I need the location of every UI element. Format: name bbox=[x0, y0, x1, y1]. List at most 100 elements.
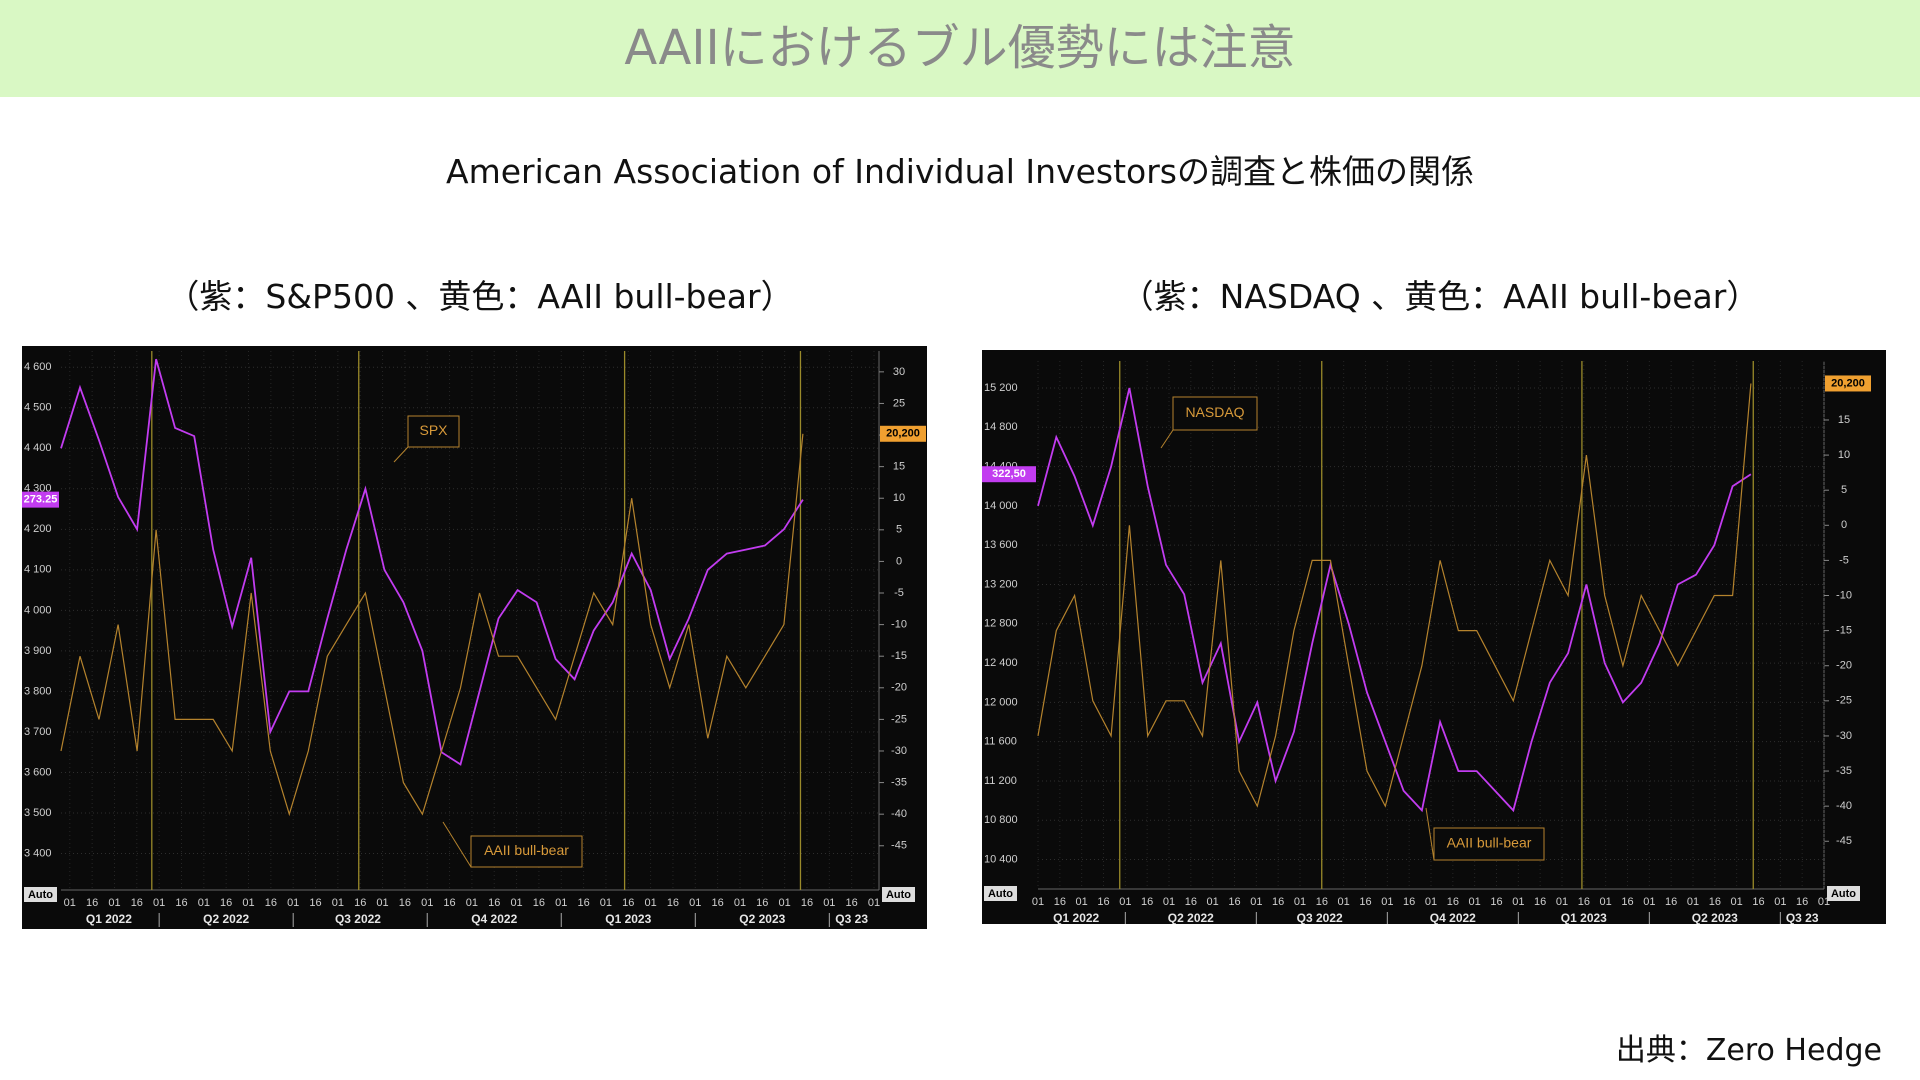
x-tick-label: 01 bbox=[1687, 896, 1699, 908]
x-tick-label: 16 bbox=[354, 897, 366, 909]
x-tick-label: 01 bbox=[868, 897, 880, 909]
x-tick-label: 01 bbox=[1774, 896, 1786, 908]
y-tick-label: 12 800 bbox=[984, 618, 1018, 630]
x-tick-label: 16 bbox=[712, 897, 724, 909]
annotation: AAII bull-bear bbox=[484, 842, 569, 858]
quarter-label: Q1 2023 bbox=[605, 912, 651, 926]
quarter-label: Q3 2022 bbox=[335, 912, 381, 926]
x-tick-label: 01 bbox=[1469, 896, 1481, 908]
y-tick-label: 3 500 bbox=[24, 807, 52, 819]
x-tick-label: 01 bbox=[823, 897, 835, 909]
x-tick-label: 16 bbox=[488, 897, 500, 909]
y-tick-label: 10 800 bbox=[984, 814, 1018, 826]
annotation-leader bbox=[442, 821, 472, 868]
y2-tick-label: 0 bbox=[1841, 519, 1847, 531]
x-tick-label: 01 bbox=[779, 897, 791, 909]
x-tick-label: 01 bbox=[1250, 896, 1262, 908]
x-tick-label: 16 bbox=[1185, 896, 1197, 908]
x-tick-label: 01 bbox=[1119, 896, 1131, 908]
y2-tick-label: -5 bbox=[1839, 554, 1849, 566]
x-tick-label: 01 bbox=[600, 897, 612, 909]
y-tick-label: 4 500 bbox=[24, 402, 52, 414]
x-tick-label: 16 bbox=[1534, 896, 1546, 908]
x-tick-label: 01 bbox=[1381, 896, 1393, 908]
annotation-box bbox=[1172, 396, 1258, 431]
x-tick-label: 16 bbox=[131, 897, 143, 909]
x-tick-label: 01 bbox=[734, 897, 746, 909]
axis-mode-label: Auto bbox=[28, 889, 53, 901]
quarter-label: Q4 2022 bbox=[1430, 911, 1476, 924]
y-tick-label: 12 000 bbox=[984, 696, 1018, 708]
y2-tick-label: -25 bbox=[891, 713, 907, 725]
y2-tick-label: -30 bbox=[891, 745, 907, 757]
x-tick-label: 16 bbox=[1709, 896, 1721, 908]
series-line bbox=[1037, 387, 1752, 813]
axis-mode-box bbox=[24, 887, 57, 902]
x-tick-label: 16 bbox=[443, 897, 455, 909]
x-tick-label: 16 bbox=[1403, 896, 1415, 908]
x-tick-label: 01 bbox=[510, 897, 522, 909]
series-line bbox=[60, 433, 804, 817]
x-tick-label: 01 bbox=[421, 897, 433, 909]
x-tick-label: 01 bbox=[242, 897, 254, 909]
x-tick-label: 16 bbox=[577, 897, 589, 909]
y2-tick-label: -35 bbox=[891, 776, 907, 788]
quarter-label: Q2 2022 bbox=[203, 912, 249, 926]
y-tick-label: 3 900 bbox=[24, 645, 52, 657]
x-tick-label: 01 bbox=[1338, 896, 1350, 908]
x-tick-label: 01 bbox=[1512, 896, 1524, 908]
x-tick-label: 01 bbox=[1207, 896, 1219, 908]
x-tick-label: 16 bbox=[86, 897, 98, 909]
x-tick-label: 01 bbox=[555, 897, 567, 909]
y2-tick-label: -40 bbox=[1836, 800, 1852, 812]
x-tick-label: 01 bbox=[1731, 896, 1743, 908]
x-tick-label: 01 bbox=[1600, 896, 1612, 908]
last-value-label: 322,50 bbox=[992, 468, 1026, 480]
quarter-label: Q1 2023 bbox=[1561, 911, 1607, 924]
y-tick-label: 14 000 bbox=[984, 500, 1018, 512]
last-value-tag bbox=[880, 425, 926, 442]
x-tick-label: 16 bbox=[801, 897, 813, 909]
x-tick-label: 01 bbox=[1556, 896, 1568, 908]
x-tick-label: 01 bbox=[644, 897, 656, 909]
x-tick-label: 01 bbox=[466, 897, 478, 909]
x-tick-label: 01 bbox=[689, 897, 701, 909]
x-tick-label: 16 bbox=[309, 897, 321, 909]
annotation-leader bbox=[1160, 429, 1174, 449]
annotation-box bbox=[1433, 827, 1545, 861]
y2-tick-label: -35 bbox=[1836, 765, 1852, 777]
source: 出典：Zero Hedge bbox=[1615, 1033, 1882, 1068]
y2-tick-label: 5 bbox=[1841, 484, 1847, 496]
x-tick-label: 01 bbox=[1076, 896, 1088, 908]
x-tick-label: 01 bbox=[108, 897, 120, 909]
y2-tick-label: -15 bbox=[1836, 625, 1852, 637]
y2-tick-label: 0 bbox=[896, 555, 902, 567]
x-tick-label: 16 bbox=[622, 897, 634, 909]
last-value-label: 273.25 bbox=[24, 494, 58, 506]
y-tick-label: 4 200 bbox=[24, 523, 52, 535]
y2-tick-label: -30 bbox=[1836, 730, 1852, 742]
last-value-label: 20,200 bbox=[1831, 377, 1865, 389]
quarter-label: Q3 23 bbox=[835, 912, 868, 926]
x-tick-label: 16 bbox=[1752, 896, 1764, 908]
x-tick-label: 16 bbox=[1359, 896, 1371, 908]
last-value-tag bbox=[22, 491, 59, 508]
x-tick-label: 16 bbox=[667, 897, 679, 909]
y2-tick-label: -40 bbox=[891, 808, 907, 820]
x-tick-label: 01 bbox=[1425, 896, 1437, 908]
quarter-label: Q2 2023 bbox=[739, 912, 785, 926]
y2-tick-label: -10 bbox=[891, 619, 907, 631]
last-value-label: 20,200 bbox=[886, 428, 920, 440]
annotation: NASDAQ bbox=[1185, 404, 1244, 420]
y2-tick-label: 15 bbox=[1838, 414, 1850, 426]
y2-tick-label: -10 bbox=[1836, 589, 1852, 601]
quarter-label: Q1 2022 bbox=[86, 912, 132, 926]
y-tick-label: 4 400 bbox=[24, 442, 52, 454]
x-tick-label: 16 bbox=[533, 897, 545, 909]
axis-mode-box bbox=[984, 886, 1017, 901]
x-tick-label: 01 bbox=[1032, 896, 1044, 908]
x-tick-label: 01 bbox=[1163, 896, 1175, 908]
x-tick-label: 16 bbox=[1272, 896, 1284, 908]
y-tick-label: 10 400 bbox=[984, 853, 1018, 865]
